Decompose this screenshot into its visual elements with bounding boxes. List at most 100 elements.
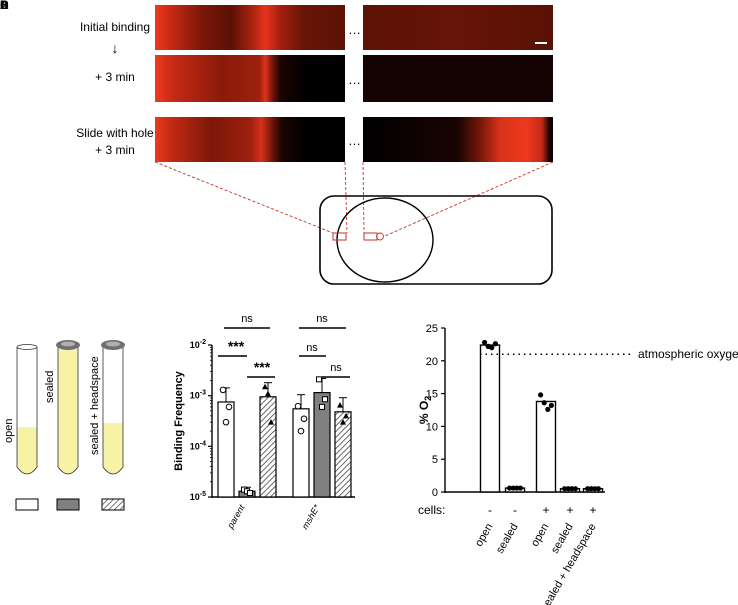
glass-slide [319, 195, 553, 285]
y-tick-label: 0 [432, 487, 438, 499]
category-label-0: open [473, 522, 496, 549]
bar-parent-0 [217, 401, 235, 498]
tube-illustration: open sealed sealed + headspace [3, 340, 125, 511]
data-point [541, 400, 547, 406]
binding-frequency-chart: 10-5 10-4 10-3 10-2 Binding Frequency parent m… [173, 313, 355, 531]
data-point [297, 427, 305, 435]
bar-mshE-0 [292, 408, 310, 498]
data-point [265, 390, 271, 397]
data-point [569, 486, 575, 492]
y-tick-label: 20 [426, 356, 438, 368]
panel-letter-b: B [0, 0, 9, 12]
cells-value-0: - [488, 503, 492, 517]
cells-value-3: + [566, 503, 573, 517]
data-point [482, 339, 488, 346]
y-tick-label: 15 [426, 389, 438, 401]
bar-parent-2 [259, 396, 277, 498]
data-point [588, 486, 594, 492]
data-point [222, 418, 230, 426]
slide-schematic [154, 161, 554, 285]
sample-well [336, 197, 434, 283]
y-tick-label: 25 [426, 323, 438, 335]
sig-label: *** [254, 359, 271, 375]
data-point [595, 486, 601, 492]
ellipsis-row1: … [348, 22, 361, 37]
data-point [565, 486, 571, 492]
tube-label-open: open [3, 419, 15, 443]
scale-bar [535, 42, 547, 44]
cells-value-4: + [589, 503, 596, 517]
data-point [219, 386, 227, 394]
sig-label: ns [306, 342, 318, 354]
y-tick-label: 10-3 [190, 390, 206, 401]
data-point [572, 486, 578, 492]
data-point [562, 486, 568, 492]
cells-value-2: + [542, 503, 549, 517]
tube-sealed [56, 340, 80, 475]
data-point [548, 402, 554, 409]
micrograph-3min-left [155, 55, 345, 102]
y-tick-label: 10-4 [190, 440, 206, 451]
label-plus-3-min-2: + 3 min [95, 143, 135, 157]
y-tick-label: 10-2 [190, 339, 206, 350]
data-point [507, 485, 513, 491]
data-point [538, 392, 544, 398]
data-point [322, 396, 328, 403]
category-label-1: sealed [494, 522, 521, 556]
data-point [300, 415, 308, 423]
data-point [319, 403, 325, 410]
data-point [517, 485, 523, 491]
tube-sealed-headspace [101, 340, 125, 475]
ellipsis-row3: … [348, 133, 361, 148]
data-point [492, 341, 498, 347]
hole-marker [376, 232, 384, 241]
data-point [545, 406, 551, 412]
y-axis-label: % O2 [417, 396, 433, 424]
label-plus-3-min-1: + 3 min [95, 70, 135, 84]
data-point [337, 402, 343, 408]
label-initial-binding: Initial binding [79, 20, 151, 34]
right-region-box [363, 232, 378, 241]
sig-label: ns [241, 313, 253, 325]
data-point [340, 419, 346, 425]
y-tick-label: 10 [426, 421, 438, 433]
sig-label: *** [228, 338, 245, 354]
sig-label: ns [330, 362, 342, 374]
category-label-2: open [529, 522, 552, 549]
key-sealed-headspace [101, 498, 125, 511]
micrograph-hole-left [155, 117, 345, 162]
key-open [15, 498, 39, 511]
panel-letter-c: C [0, 0, 9, 12]
tube-open [16, 344, 38, 475]
arrow-down-icon: ↓ [111, 40, 119, 56]
data-point [514, 485, 520, 491]
y-axis-label: Binding Frequency [173, 370, 185, 471]
group-label-mshE: mshE* [300, 503, 322, 531]
bar-0 [479, 344, 501, 493]
micrograph-hole-right [363, 117, 553, 162]
panel-letter-d: D [0, 0, 9, 12]
data-point [585, 486, 591, 492]
data-point [510, 485, 516, 491]
y-tick-label: 10-5 [190, 491, 206, 502]
data-point [592, 486, 598, 492]
data-point [489, 345, 495, 351]
data-point [262, 383, 268, 390]
data-point [268, 419, 274, 425]
micrograph-initial-left [155, 5, 345, 50]
oxygen-chart: 0 5 10 15 20 25 % O2 atmospheric oxygen cells: - -… [417, 323, 738, 605]
data-point [316, 376, 322, 383]
cells-label: cells: [418, 503, 445, 517]
group-label-parent: parent [225, 503, 247, 531]
data-point [294, 402, 302, 410]
atmospheric-oxygen-label: atmospheric oxygen [638, 347, 738, 361]
label-slide-with-hole: Slide with hole [76, 126, 154, 140]
key-sealed [56, 498, 80, 511]
ellipsis-row2: … [348, 72, 361, 87]
left-region-box [332, 232, 347, 241]
data-point [225, 403, 233, 411]
bar-2 [535, 400, 557, 493]
sig-label: ns [316, 313, 328, 325]
data-point [343, 412, 349, 419]
tube-label-sealed: sealed [44, 371, 56, 403]
